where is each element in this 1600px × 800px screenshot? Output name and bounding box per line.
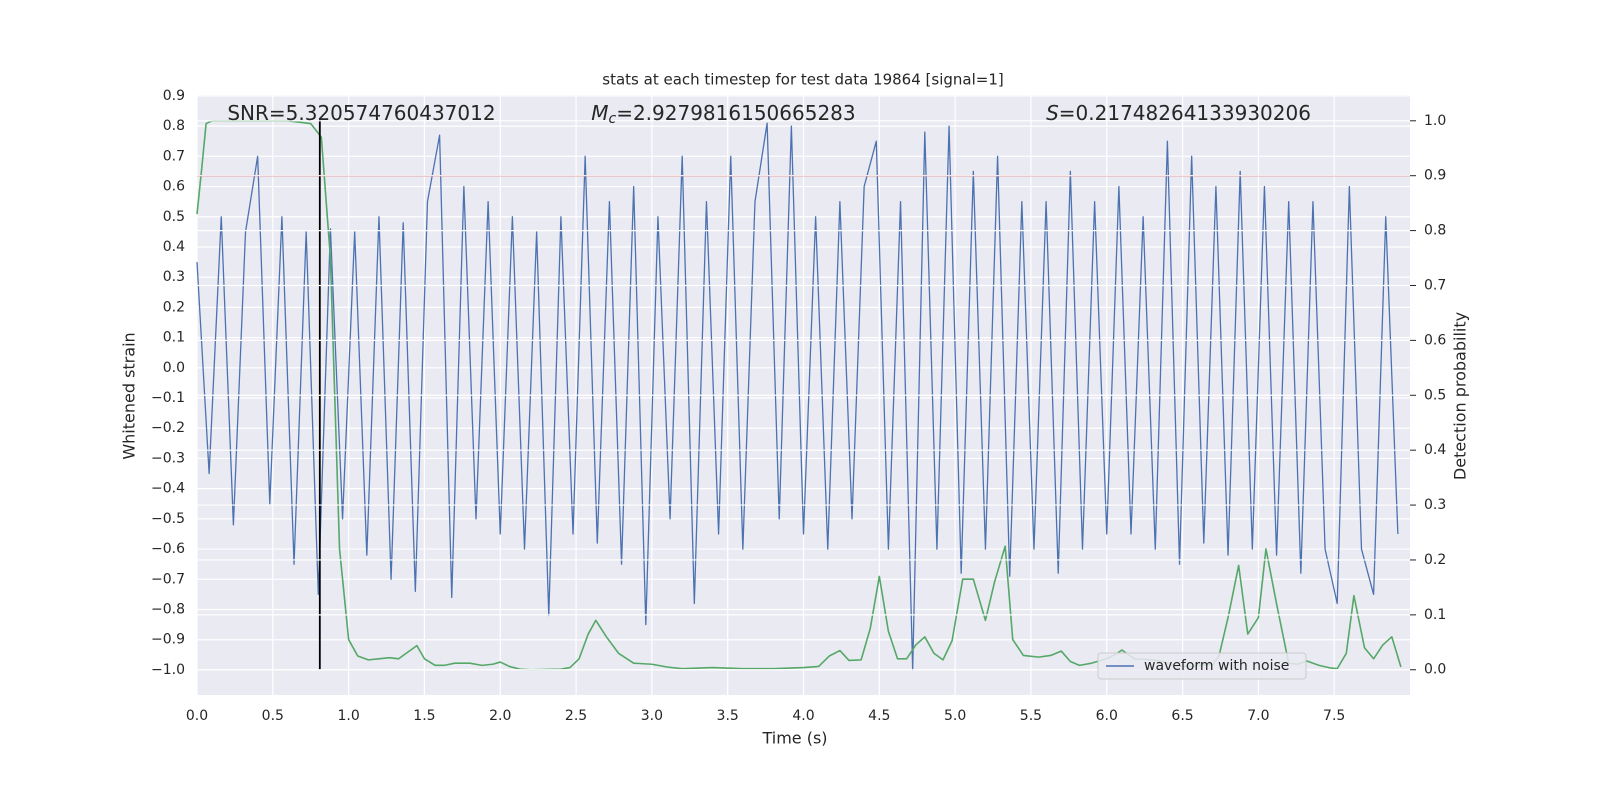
y-tick-label: −0.6 bbox=[151, 541, 185, 557]
y2-tick-label: 0.9 bbox=[1424, 168, 1446, 184]
annotation-subscript: c bbox=[608, 111, 616, 127]
legend-label: waveform with noise bbox=[1144, 658, 1289, 674]
y-tick-label: 0.3 bbox=[163, 269, 185, 285]
x-tick-label: 5.5 bbox=[1020, 708, 1042, 724]
y-tick-label: 0.0 bbox=[163, 360, 185, 376]
y2-tick-label: 0.0 bbox=[1424, 662, 1446, 678]
probability-line bbox=[196, 120, 1402, 671]
annotation-symbol: SNR bbox=[227, 101, 269, 125]
x-tick-label: 2.5 bbox=[565, 708, 587, 724]
y2-tick-label: 1.0 bbox=[1424, 113, 1446, 129]
y-tick-label: −0.8 bbox=[151, 602, 185, 618]
y-tick-label: 0.7 bbox=[163, 148, 185, 164]
chart-title: stats at each timestep for test data 198… bbox=[602, 71, 1003, 89]
y-tick-label: −0.4 bbox=[151, 481, 185, 497]
x-tick-label: 6.0 bbox=[1096, 708, 1118, 724]
y2-axis-label: Detection probability bbox=[1451, 312, 1470, 480]
annotation-text: =2.9279816150665283 bbox=[616, 101, 855, 125]
x-tick-label: 2.0 bbox=[489, 708, 511, 724]
y-tick-label: −0.5 bbox=[151, 511, 185, 527]
y2-tick-label: 0.8 bbox=[1424, 223, 1446, 239]
x-tick-label: 3.5 bbox=[717, 708, 739, 724]
y2-tick-label: 0.2 bbox=[1424, 552, 1446, 568]
annotation-text: =5.320574760437012 bbox=[269, 101, 496, 125]
annotation: Mc=2.9279816150665283 bbox=[591, 101, 855, 128]
x-axis-label: Time (s) bbox=[761, 729, 827, 748]
y2-tick-label: 0.1 bbox=[1424, 607, 1446, 623]
annotation: SNR=5.320574760437012 bbox=[227, 101, 495, 125]
y-tick-label: −0.7 bbox=[151, 571, 185, 587]
y-tick-label: 0.9 bbox=[163, 88, 185, 104]
x-tick-label: 6.5 bbox=[1171, 708, 1193, 724]
x-tick-label: 7.0 bbox=[1247, 708, 1269, 724]
y-tick-label: 0.1 bbox=[163, 330, 185, 346]
y2-tick-label: 0.6 bbox=[1424, 332, 1446, 348]
x-tick-label: 1.5 bbox=[413, 708, 435, 724]
waveform-line bbox=[196, 122, 1399, 671]
x-tick-label: 0.0 bbox=[186, 708, 208, 724]
y-tick-label: 0.5 bbox=[163, 209, 185, 225]
x-tick-label: 4.5 bbox=[868, 708, 890, 724]
y-tick-label: −1.0 bbox=[151, 662, 185, 678]
annotation-text: =0.21748264133930206 bbox=[1059, 101, 1311, 125]
y-tick-label: 0.6 bbox=[163, 179, 185, 195]
y-tick-label: −0.2 bbox=[151, 420, 185, 436]
annotation-symbol: M bbox=[591, 101, 608, 125]
y-axis-label: Whitened strain bbox=[120, 332, 139, 459]
y-tick-label: −0.3 bbox=[151, 450, 185, 466]
y-tick-label: 0.8 bbox=[163, 118, 185, 134]
y-tick-label: −0.9 bbox=[151, 632, 185, 648]
legend-box bbox=[1097, 652, 1307, 680]
x-tick-label: 1.0 bbox=[337, 708, 359, 724]
y2-tick-label: 0.7 bbox=[1424, 277, 1446, 293]
labels: 0.0 0.5 1.0 1.5 2.0 2.5 3.0 3.5 4.0 4.5 5.0 5.5 6.0 6… bbox=[151, 88, 1446, 724]
y-tick-label: 0.2 bbox=[163, 299, 185, 315]
x-tick-label: 5.0 bbox=[944, 708, 966, 724]
grid-secondary bbox=[197, 120, 1410, 671]
y2-tick-label: 0.3 bbox=[1424, 497, 1446, 513]
y2-tick-label: 0.4 bbox=[1424, 442, 1446, 458]
x-tick-label: 4.0 bbox=[792, 708, 814, 724]
y2-tick-label: 0.5 bbox=[1424, 387, 1446, 403]
annotation-symbol: S bbox=[1046, 101, 1059, 125]
y-tick-label: 0.4 bbox=[163, 239, 185, 255]
x-tick-label: 7.5 bbox=[1323, 708, 1345, 724]
x-tick-label: 0.5 bbox=[262, 708, 284, 724]
y-tick-label: −0.1 bbox=[151, 390, 185, 406]
x-tick-label: 3.0 bbox=[641, 708, 663, 724]
annotation: S=0.21748264133930206 bbox=[1046, 101, 1311, 125]
